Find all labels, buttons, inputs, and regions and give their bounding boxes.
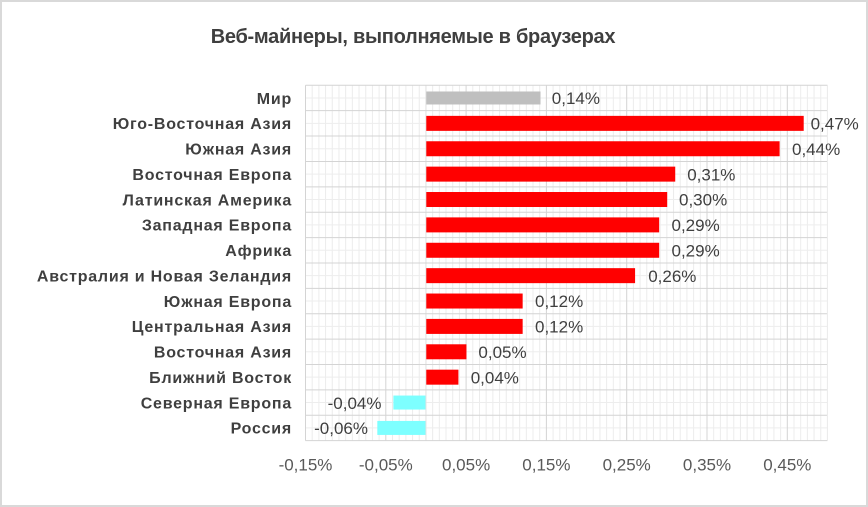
svg-text:0,12%: 0,12%: [535, 292, 583, 311]
svg-text:Латинская Америка: Латинская Америка: [123, 192, 292, 209]
svg-text:Восточная Европа: Восточная Европа: [132, 167, 292, 184]
svg-text:Центральная Азия: Центральная Азия: [132, 319, 292, 336]
svg-text:Западная Европа: Западная Европа: [142, 218, 292, 235]
svg-text:0,31%: 0,31%: [687, 165, 735, 184]
svg-text:0,12%: 0,12%: [535, 318, 583, 337]
svg-text:-0,06%: -0,06%: [314, 419, 368, 438]
svg-text:0,47%: 0,47%: [811, 115, 859, 134]
svg-text:-0,04%: -0,04%: [328, 394, 382, 413]
svg-text:-0,05%: -0,05%: [359, 456, 413, 475]
svg-text:0,05%: 0,05%: [442, 456, 490, 475]
svg-text:Австралия и Новая Зеландия: Австралия и Новая Зеландия: [37, 268, 292, 285]
svg-text:Веб-майнеры, выполняемые в бра: Веб-майнеры, выполняемые в браузерах: [211, 26, 616, 48]
svg-text:Южная Азия: Южная Азия: [185, 142, 292, 159]
svg-text:0,44%: 0,44%: [792, 140, 840, 159]
svg-text:Мир: Мир: [257, 91, 292, 108]
svg-text:Африка: Африка: [225, 243, 292, 260]
svg-text:0,26%: 0,26%: [648, 267, 696, 286]
svg-text:0,29%: 0,29%: [672, 216, 720, 235]
svg-text:0,15%: 0,15%: [522, 456, 570, 475]
svg-text:Северная Европа: Северная Европа: [141, 395, 292, 412]
svg-text:0,04%: 0,04%: [471, 368, 519, 387]
svg-text:0,25%: 0,25%: [603, 456, 651, 475]
svg-text:Россия: Россия: [231, 421, 292, 438]
svg-text:0,29%: 0,29%: [672, 241, 720, 260]
svg-text:0,14%: 0,14%: [552, 89, 600, 108]
svg-text:Ближний Восток: Ближний Восток: [149, 370, 292, 387]
svg-text:Юго-Восточная Азия: Юго-Восточная Азия: [113, 116, 292, 133]
svg-text:0,35%: 0,35%: [683, 456, 731, 475]
svg-text:Южная Европа: Южная Европа: [164, 294, 292, 311]
svg-text:Восточная Азия: Восточная Азия: [154, 345, 292, 362]
svg-text:-0,15%: -0,15%: [279, 456, 333, 475]
svg-text:0,45%: 0,45%: [763, 456, 811, 475]
svg-text:0,05%: 0,05%: [478, 343, 526, 362]
svg-text:0,30%: 0,30%: [679, 191, 727, 210]
